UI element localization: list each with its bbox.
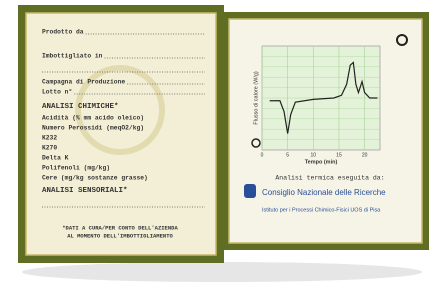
cnr-logo: [244, 184, 256, 198]
institute: Istituto per i Processi Chimico-Fisici U…: [262, 207, 381, 213]
right-content: 0 5 10 15 20 Tempo (min) Flusso di calore (W/g…: [253, 46, 386, 213]
field-label: Prodotto da: [42, 29, 84, 36]
footnote: AL MOMENTO DELL'IMBOTTIGLIAMENTO: [67, 232, 173, 239]
institution: Consiglio Nazionale delle Ricerche: [262, 188, 386, 197]
x-tick-label: 15: [336, 152, 342, 158]
x-tick-label: 20: [362, 152, 368, 158]
analysis-item: Cere (mg/kg sostanze grasse): [42, 175, 148, 182]
x-axis-label: Tempo (min): [305, 159, 338, 165]
analysis-item: K232: [42, 135, 57, 142]
field-label: Lotto n°: [42, 88, 72, 96]
field-label: Imbottigliato in: [42, 53, 103, 60]
y-axis-label: Flusso di calore (W/g): [253, 71, 259, 125]
section-heading: ANALISI SENSORIALI*: [42, 187, 128, 195]
analysis-item: Acidità (% mm acido oleico): [42, 115, 144, 122]
shadow: [22, 262, 422, 282]
x-tick-label: 10: [311, 152, 317, 158]
analysis-by: Analisi termica eseguita da:: [275, 175, 384, 182]
booklet: Prodotto da Imbottigliato in Campagna di P…: [0, 0, 431, 302]
field-label: Campagna di Produzione: [42, 79, 125, 86]
analysis-item: Polifenoli (mg/kg): [42, 165, 110, 172]
section-heading: ANALISI CHIMICHE*: [42, 103, 119, 111]
x-tick-label: 5: [286, 152, 289, 158]
analysis-item: Numero Perossidi (meqO2/kg): [42, 125, 144, 132]
analysis-item: Delta K: [42, 155, 69, 162]
footnote: *DATI A CURA/PER CONTO DELL'AZIENDA: [62, 224, 178, 231]
page: Prodotto da Imbottigliato in Campagna di P…: [0, 0, 431, 302]
analysis-item: K270: [42, 145, 57, 152]
x-tick-label: 0: [261, 152, 264, 158]
